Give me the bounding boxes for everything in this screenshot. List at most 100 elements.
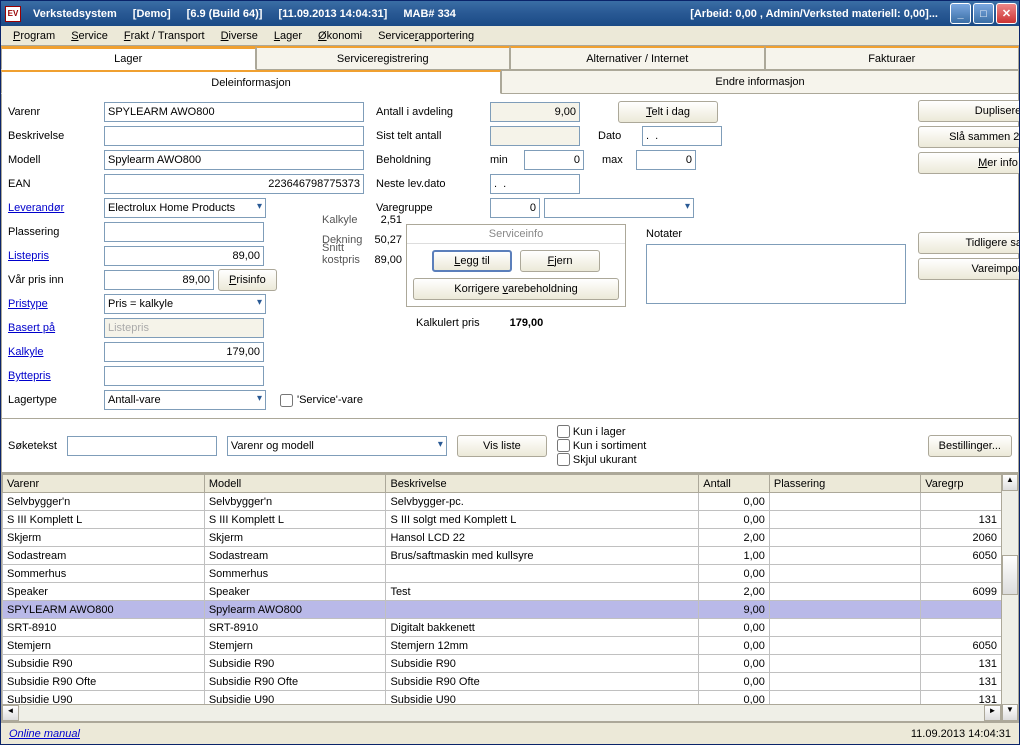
menu-diverse[interactable]: Diverse [213, 28, 266, 44]
varegruppe-input[interactable] [490, 198, 540, 218]
table-cell [921, 493, 1001, 511]
col-header[interactable]: Varenr [3, 475, 205, 493]
app-icon: EV [5, 6, 21, 22]
tab-endre-informasjon[interactable]: Endre informasjon [501, 70, 1019, 94]
soketekst-input[interactable] [67, 436, 217, 456]
slaa-sammen-button[interactable]: Slå sammen 2 deler [918, 126, 1019, 148]
table-row[interactable]: S III Komplett LS III Komplett LS III so… [3, 511, 1002, 529]
min-input[interactable] [524, 150, 584, 170]
beholdning-label: Beholdning [376, 154, 486, 166]
online-manual-link[interactable]: Online manual [9, 728, 80, 740]
menu-program[interactable]: Program [5, 28, 63, 44]
neste-input[interactable] [490, 174, 580, 194]
pristype-select[interactable]: Pris = kalkyle [104, 294, 266, 314]
menu-lager[interactable]: Lager [266, 28, 310, 44]
table-cell: Selvbygger-pc. [386, 493, 699, 511]
col-header[interactable]: Antall [699, 475, 770, 493]
ean-input[interactable] [104, 174, 364, 194]
duplisere-button[interactable]: Duplisere [918, 100, 1019, 122]
pristype-label[interactable]: Pristype [8, 298, 100, 310]
tab-serviceregistrering[interactable]: Serviceregistrering [256, 46, 511, 70]
vareimport-button[interactable]: Vareimport [918, 258, 1019, 280]
table-cell: Subsidie R90 [386, 655, 699, 673]
scroll-right-button[interactable]: ► [984, 705, 1001, 721]
kun-i-lager-checkbox[interactable] [557, 425, 570, 438]
col-header[interactable]: Plassering [769, 475, 920, 493]
listepris-input[interactable] [104, 246, 264, 266]
skjul-ukurant-checkbox[interactable] [557, 453, 570, 466]
col-header[interactable]: Varegrp [921, 475, 1001, 493]
menu-servicerapportering[interactable]: Servicerapportering [370, 28, 482, 44]
menu-service[interactable]: Service [63, 28, 116, 44]
table-row[interactable]: Selvbygger'nSelvbygger'nSelvbygger-pc.0,… [3, 493, 1002, 511]
horizontal-scrollbar[interactable]: ◄ ► [2, 704, 1001, 721]
table-cell: 0,00 [699, 673, 770, 691]
kun-i-sortiment-checkbox[interactable] [557, 439, 570, 452]
kalk-kalkyle-label: Kalkyle [322, 214, 357, 226]
table-row[interactable]: SkjermSkjermHansol LCD 222,002060 [3, 529, 1002, 547]
col-header[interactable]: Modell [204, 475, 386, 493]
prisinfo-button[interactable]: Prisinfo [218, 269, 277, 291]
tab-fakturaer[interactable]: Fakturaer [765, 46, 1020, 70]
notater-textarea[interactable] [646, 244, 906, 304]
table-row[interactable]: SodastreamSodastreamBrus/saftmaskin med … [3, 547, 1002, 565]
scroll-thumb[interactable] [1002, 555, 1018, 595]
table-cell: SRT-8910 [3, 619, 205, 637]
leverandor-label[interactable]: Leverandør [8, 202, 100, 214]
ean-label: EAN [8, 178, 100, 190]
korrigere-button[interactable]: Korrigere varebeholdning [413, 278, 619, 300]
table-cell: Subsidie U90 [3, 691, 205, 705]
vis-liste-button[interactable]: Vis liste [457, 435, 547, 457]
bestillinger-button[interactable]: Bestillinger... [928, 435, 1012, 457]
scroll-up-button[interactable]: ▲ [1002, 474, 1018, 491]
table-row[interactable]: Subsidie U90Subsidie U90Subsidie U900,00… [3, 691, 1002, 705]
beskrivelse-input[interactable] [104, 126, 364, 146]
maximize-button[interactable]: □ [973, 3, 994, 24]
table-cell: Speaker [204, 583, 386, 601]
search-filter-select[interactable]: Varenr og modell [227, 436, 447, 456]
tab-deleinformasjon[interactable]: Deleinformasjon [1, 70, 501, 94]
varegruppe-select[interactable] [544, 198, 694, 218]
plassering-input[interactable] [104, 222, 264, 242]
byttepris-input[interactable] [104, 366, 264, 386]
table-row[interactable]: SommerhusSommerhus0,00 [3, 565, 1002, 583]
scroll-down-button[interactable]: ▼ [1002, 704, 1018, 721]
close-button[interactable]: ✕ [996, 3, 1017, 24]
minimize-button[interactable]: _ [950, 3, 971, 24]
basert-label[interactable]: Basert på [8, 322, 100, 334]
lagertype-select[interactable]: Antall-vare [104, 390, 266, 410]
col-header[interactable]: Beskrivelse [386, 475, 699, 493]
scroll-left-button[interactable]: ◄ [2, 705, 19, 721]
table-row[interactable]: Subsidie R90 OfteSubsidie R90 OfteSubsid… [3, 673, 1002, 691]
kalkyle-input[interactable] [104, 342, 264, 362]
menu-frakt[interactable]: Frakt / Transport [116, 28, 213, 44]
max-input[interactable] [636, 150, 696, 170]
vertical-scrollbar[interactable]: ▲ ▼ [1001, 474, 1018, 721]
table-row[interactable]: SpeakerSpeakerTest2,006099 [3, 583, 1002, 601]
table-row[interactable]: StemjernStemjernStemjern 12mm0,006050 [3, 637, 1002, 655]
tidligere-salg-button[interactable]: Tidligere salg [918, 232, 1019, 254]
kalkyle-label[interactable]: Kalkyle [8, 346, 100, 358]
byttepris-label[interactable]: Byttepris [8, 370, 100, 382]
titlebar: EV Verkstedsystem [Demo] [6.9 (Build 64)… [1, 1, 1019, 26]
leverandor-select[interactable]: Electrolux Home Products [104, 198, 266, 218]
servicevare-checkbox[interactable] [280, 394, 293, 407]
table-row[interactable]: SPYLEARM AWO800Spylearm AWO8009,00 [3, 601, 1002, 619]
title-right: [Arbeid: 0,00 , Admin/Verksted materiell… [690, 8, 938, 20]
modell-input[interactable] [104, 150, 364, 170]
varenr-input[interactable] [104, 102, 364, 122]
varpris-input[interactable] [104, 270, 214, 290]
table-cell: Hansol LCD 22 [386, 529, 699, 547]
legg-til-button[interactable]: Legg til [432, 250, 512, 272]
fjern-button[interactable]: Fjern [520, 250, 600, 272]
table-cell: 0,00 [699, 565, 770, 583]
dato-input[interactable] [642, 126, 722, 146]
table-row[interactable]: Subsidie R90Subsidie R90Subsidie R900,00… [3, 655, 1002, 673]
listepris-label[interactable]: Listepris [8, 250, 100, 262]
tab-alternativer[interactable]: Alternativer / Internet [510, 46, 765, 70]
menu-okonomi[interactable]: Økonomi [310, 28, 370, 44]
table-row[interactable]: SRT-8910SRT-8910Digitalt bakkenett0,00 [3, 619, 1002, 637]
telt-idag-button[interactable]: Telt i dag [618, 101, 718, 123]
tab-lager[interactable]: Lager [1, 46, 256, 70]
mer-info-button[interactable]: Mer info [918, 152, 1019, 174]
